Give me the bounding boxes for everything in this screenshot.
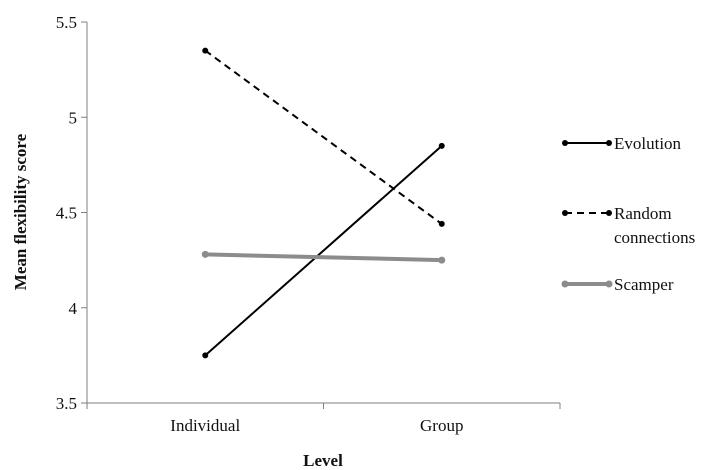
legend-item: Evolution [562, 134, 682, 153]
legend-marker [561, 280, 569, 288]
axes [86, 22, 560, 404]
series-0 [202, 142, 445, 359]
legend-marker [606, 210, 612, 216]
y-tick-label: 4 [69, 299, 78, 318]
x-tick-label: Group [420, 416, 463, 435]
legend-marker [605, 280, 613, 288]
legend-marker [562, 140, 568, 146]
legend-label: connections [614, 228, 695, 247]
legend-label: Random [614, 204, 672, 223]
y-tick-label: 3.5 [56, 394, 77, 413]
data-point [202, 352, 209, 359]
legend: Evolution Random connections Scamper [561, 134, 695, 294]
series-2 [201, 250, 446, 264]
y-tick-label: 4.5 [56, 204, 77, 223]
legend-item: Random connections [562, 204, 695, 247]
legend-label: Scamper [614, 275, 674, 294]
series-layer [201, 47, 446, 359]
series-line [204, 145, 443, 357]
y-ticks: 3.5 4 4.5 5 5.5 [56, 13, 87, 413]
data-point [202, 47, 209, 54]
legend-item: Scamper [561, 275, 674, 294]
legend-marker [562, 210, 568, 216]
data-point [438, 142, 445, 149]
data-point [201, 250, 209, 258]
data-point [438, 256, 446, 264]
series-1 [202, 47, 445, 227]
y-tick-label: 5 [69, 108, 78, 127]
x-axis-title: Level [303, 451, 343, 470]
y-axis-title: Mean flexibility score [11, 133, 30, 290]
x-ticks: Individual Group [86, 403, 561, 435]
series-line [205, 252, 442, 263]
series-line [204, 49, 443, 225]
legend-marker [606, 140, 612, 146]
data-point [438, 220, 445, 227]
x-tick-label: Individual [170, 416, 240, 435]
y-tick-label: 5.5 [56, 13, 77, 32]
legend-label: Evolution [614, 134, 682, 153]
